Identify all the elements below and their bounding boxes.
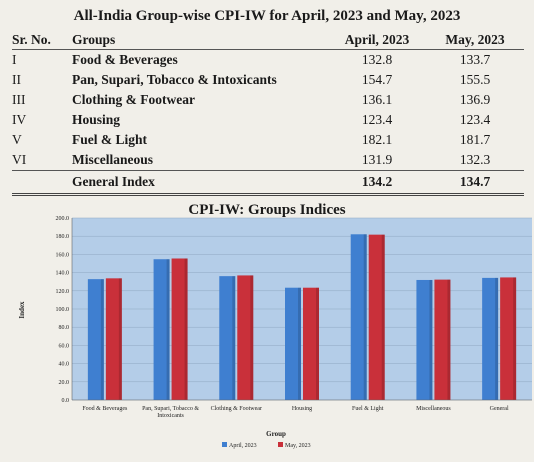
row-group: Miscellaneous xyxy=(72,152,153,167)
total-label: General Index xyxy=(72,170,328,196)
row-may-value: 155.5 xyxy=(459,72,491,87)
bar-april xyxy=(87,279,104,400)
row-group: Food & Beverages xyxy=(72,52,178,67)
x-category-label: General xyxy=(490,406,509,412)
chart-title: CPI-IW: Groups Indices xyxy=(188,202,346,218)
x-category-label: Food & Beverages xyxy=(82,406,128,412)
y-tick-label: 0.0 xyxy=(62,398,70,404)
row-april-value: 123.4 xyxy=(361,112,393,127)
table-row: II Pan, Supari, Tobacco & Intoxicants 15… xyxy=(12,70,524,90)
row-april-value: 131.9 xyxy=(361,152,393,167)
row-sr-no: II xyxy=(12,72,21,87)
table-header-row: Sr. No. Groups April, 2023 May, 2023 xyxy=(12,32,524,50)
table-title: All-India Group-wise CPI-IW for April, 2… xyxy=(73,8,461,24)
header-sr-no: Sr. No. xyxy=(12,32,72,50)
bar-may xyxy=(500,277,517,400)
bar-chart: 0.0 20.0 40.0 60.0 80.0 100.0 120.0 140.0 160.0 1… xyxy=(18,216,532,449)
row-april-value: 182.1 xyxy=(361,132,393,147)
row-may-value: 133.7 xyxy=(459,52,491,67)
y-tick-label: 100.0 xyxy=(56,307,70,313)
row-sr-no: IV xyxy=(12,112,27,127)
bar-april xyxy=(153,259,170,400)
y-axis-ticks: 0.0 20.0 40.0 60.0 80.0 100.0 120.0 140.0 160.0 1… xyxy=(56,216,70,404)
row-sr-no: III xyxy=(12,92,26,107)
table-row: III Clothing & Footwear 136.1 136.9 xyxy=(12,90,524,110)
y-tick-label: 80.0 xyxy=(59,325,70,331)
row-group: Clothing & Footwear xyxy=(72,92,195,107)
row-may-value: 132.3 xyxy=(459,152,491,167)
x-category-label: Miscellaneous xyxy=(416,406,451,412)
y-axis-label: Index xyxy=(18,301,26,319)
y-tick-label: 60.0 xyxy=(59,343,70,349)
row-may-value: 123.4 xyxy=(459,112,491,127)
y-tick-label: 200.0 xyxy=(56,216,70,222)
row-april-value: 136.1 xyxy=(361,92,393,107)
total-may-value: 134.7 xyxy=(426,170,524,196)
legend-label-april: April, 2023 xyxy=(229,443,257,449)
x-category-label: Housing xyxy=(292,406,312,412)
table-row: IV Housing 123.4 123.4 xyxy=(12,110,524,130)
y-tick-label: 20.0 xyxy=(59,380,70,386)
row-april-value: 132.8 xyxy=(361,52,393,67)
row-group: Housing xyxy=(72,112,121,127)
bar-april xyxy=(350,234,367,400)
bar-may xyxy=(237,275,254,400)
y-tick-label: 180.0 xyxy=(56,234,70,240)
row-may-value: 181.7 xyxy=(459,132,491,147)
table-row: I Food & Beverages 132.8 133.7 xyxy=(12,50,524,71)
bar-may xyxy=(303,287,319,400)
row-sr-no: V xyxy=(12,132,22,147)
bar-april xyxy=(285,287,301,400)
y-tick-label: 160.0 xyxy=(56,252,70,258)
bar-april xyxy=(482,277,499,400)
legend-swatch-may xyxy=(278,442,283,447)
bar-may xyxy=(105,278,122,400)
cpi-table: Sr. No. Groups April, 2023 May, 2023 I F… xyxy=(12,32,524,196)
x-category-label: Clothing & Footwear xyxy=(211,406,262,412)
x-category-label: Fuel & Light xyxy=(352,406,384,412)
header-april: April, 2023 xyxy=(328,32,426,50)
legend-swatch-april xyxy=(222,442,227,447)
table-total-row: General Index 134.2 134.7 xyxy=(12,170,524,196)
x-axis-label: Group xyxy=(266,430,286,438)
row-group: Pan, Supari, Tobacco & Intoxicants xyxy=(72,72,277,87)
bar-may xyxy=(171,258,188,400)
total-april-value: 134.2 xyxy=(328,170,426,196)
x-axis-categories: Food & Beverages Pan, Supari, Tobacco & In… xyxy=(82,406,509,419)
header-may: May, 2023 xyxy=(426,32,524,50)
bar-may xyxy=(434,279,451,400)
header-groups: Groups xyxy=(72,32,328,50)
table-row: V Fuel & Light 182.1 181.7 xyxy=(12,130,524,150)
legend: April, 2023 May, 2023 xyxy=(222,442,311,449)
y-tick-label: 120.0 xyxy=(56,289,70,295)
row-group: Fuel & Light xyxy=(72,132,148,147)
bar-april xyxy=(416,279,433,400)
bars xyxy=(87,234,517,400)
x-category-label: Pan, Supari, Tobacco & Intoxicants xyxy=(142,406,199,419)
bar-may xyxy=(368,234,385,400)
y-tick-label: 40.0 xyxy=(59,362,70,368)
row-sr-no: I xyxy=(12,52,17,67)
bar-april xyxy=(219,276,236,400)
row-may-value: 136.9 xyxy=(459,92,491,107)
row-april-value: 154.7 xyxy=(361,72,393,87)
legend-label-may: May, 2023 xyxy=(285,443,311,449)
table-row: VI Miscellaneous 131.9 132.3 xyxy=(12,150,524,171)
total-sr-no xyxy=(12,170,72,196)
row-sr-no: VI xyxy=(12,152,27,167)
y-tick-label: 140.0 xyxy=(56,271,70,277)
